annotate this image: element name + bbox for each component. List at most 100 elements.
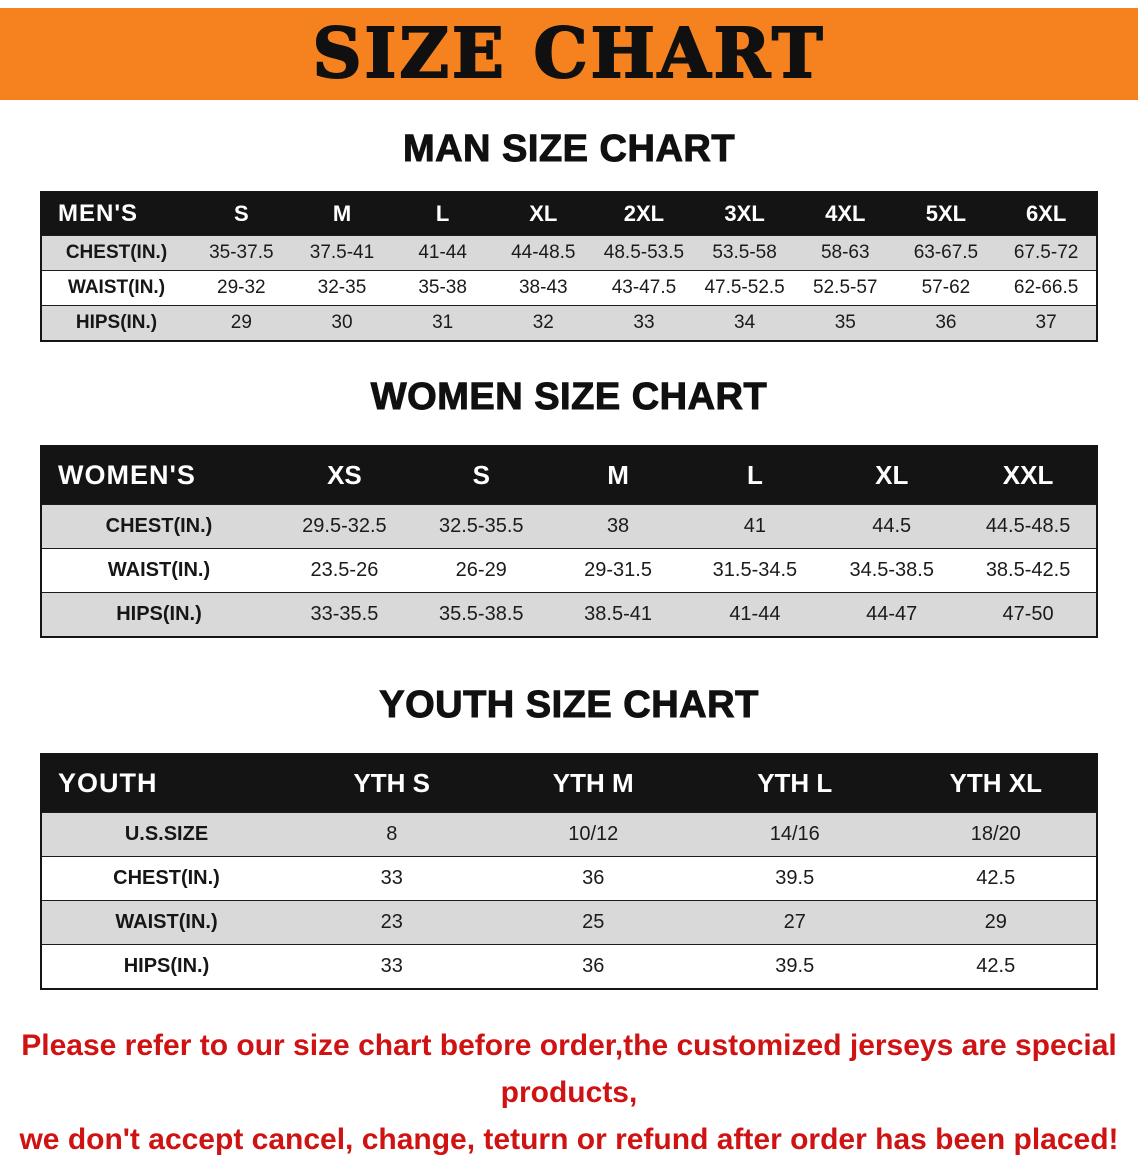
measurement-value: 41 xyxy=(743,515,767,537)
size-chart-banner: SIZE CHART xyxy=(0,8,1138,100)
measurement-value: 34 xyxy=(734,312,756,333)
measurement-row: WAIST(IN.) 23 25 27 29 xyxy=(41,900,1097,945)
measurement-value: 35-37.5 xyxy=(209,242,274,263)
measurement-label: WAIST(IN.) xyxy=(115,911,218,933)
measurement-value: 41-44 xyxy=(418,242,467,263)
measurement-label: HIPS(IN.) xyxy=(123,955,210,977)
measurement-value: 42.5 xyxy=(976,955,1016,977)
size-column-header: YTH M xyxy=(492,754,694,813)
measurement-value: 41-44 xyxy=(729,603,781,625)
size-column-header: 4XL xyxy=(794,192,896,236)
measurement-value: 33 xyxy=(380,955,403,977)
measurement-value: 32.5-35.5 xyxy=(438,515,524,537)
size-column-header: L xyxy=(686,446,824,505)
measurement-label: WAIST(IN.) xyxy=(107,559,211,581)
men-size-table: MEN'S S M L XL 2XL 3XL 4XL 5XL 6XL CHEST(IN.) 35-37… xyxy=(40,191,1098,342)
measurement-value: 37.5-41 xyxy=(309,242,375,263)
measurement-value: 42.5 xyxy=(976,867,1016,889)
measurement-label: U.S.SIZE xyxy=(124,823,209,845)
youth-section-heading: YOUTH SIZE CHART xyxy=(379,684,759,727)
measurement-value: 44.5 xyxy=(872,515,912,537)
measurement-row: HIPS(IN.) 33-35.5 35.5-38.5 38.5-41 41-44 44-… xyxy=(41,592,1097,637)
measurement-value: 25 xyxy=(582,911,605,933)
measurement-value: 23.5-26 xyxy=(310,559,379,581)
measurement-value: 48.5-53.5 xyxy=(603,242,685,263)
size-column-header: YTH S xyxy=(291,754,493,813)
youth-size-table: YOUTH YTH S YTH M YTH L YTH XL U.S.SIZE 8 10/12… xyxy=(40,753,1098,990)
measurement-value: 58-63 xyxy=(820,242,870,263)
measurement-value: 33-35.5 xyxy=(310,603,379,625)
measurement-label: HIPS(IN.) xyxy=(116,603,202,625)
youth-table-wrap: YOUTH YTH S YTH M YTH L YTH XL U.S.SIZE 8 10/12… xyxy=(40,753,1098,990)
size-column-header: 2XL xyxy=(593,192,695,236)
measurement-value: 44.5-48.5 xyxy=(985,515,1071,537)
measurement-value: 35 xyxy=(834,312,856,333)
table-header-row: MEN'S S M L XL 2XL 3XL 4XL 5XL 6XL xyxy=(41,192,1097,236)
measurement-row: U.S.SIZE 8 10/12 14/16 18/20 xyxy=(41,812,1097,857)
measurement-row: CHEST(IN.) 29.5-32.5 32.5-35.5 38 41 44.5 44.5… xyxy=(41,504,1097,549)
measurement-value: 34.5-38.5 xyxy=(849,559,934,581)
size-column-header: XL xyxy=(492,192,594,236)
size-column-header: XL xyxy=(823,446,961,505)
women-size-table: WOMEN'S XS S M L XL XXL CHEST(IN.) 29.5-32.5 32.5… xyxy=(40,445,1098,638)
measurement-value: 27 xyxy=(783,911,806,933)
measurement-value: 29 xyxy=(230,312,252,333)
measurement-value: 63-67.5 xyxy=(913,242,979,263)
measurement-row: HIPS(IN.) 33 36 39.5 42.5 xyxy=(41,944,1097,989)
measurement-value: 43-47.5 xyxy=(611,277,677,298)
measurement-value: 38.5-42.5 xyxy=(985,559,1071,581)
measurement-value: 44-47 xyxy=(866,603,918,625)
measurement-value: 32 xyxy=(532,312,554,333)
measurement-row: HIPS(IN.) 29 30 31 32 33 34 35 36 37 xyxy=(41,305,1097,341)
disclaimer: Please refer to our size chart before or… xyxy=(0,1022,1138,1163)
measurement-value: 33 xyxy=(633,312,655,333)
measurement-value: 31.5-34.5 xyxy=(712,559,798,581)
size-column-header: S xyxy=(412,446,550,505)
measurement-row: WAIST(IN.) 23.5-26 26-29 29-31.5 31.5-34.5 34… xyxy=(41,548,1097,593)
measurement-value: 23 xyxy=(380,911,403,933)
measurement-value: 36 xyxy=(582,955,605,977)
measurement-value: 47.5-52.5 xyxy=(704,277,785,298)
measurement-value: 39.5 xyxy=(775,867,815,889)
measurement-value: 10/12 xyxy=(568,823,619,845)
measurement-value: 39.5 xyxy=(775,955,815,977)
size-column-header: 5XL xyxy=(895,192,997,236)
measurement-value: 8 xyxy=(386,823,398,845)
men-section-heading: MAN SIZE CHART xyxy=(402,128,736,171)
measurement-value: 67.5-72 xyxy=(1013,242,1079,263)
measurement-value: 18/20 xyxy=(970,823,1021,845)
size-column-header: 6XL xyxy=(996,192,1097,236)
measurement-value: 38.5-41 xyxy=(584,603,652,625)
measurement-value: 30 xyxy=(331,312,353,333)
size-column-header: YTH XL xyxy=(895,754,1097,813)
measurement-row: CHEST(IN.) 33 36 39.5 42.5 xyxy=(41,856,1097,901)
women-table-wrap: WOMEN'S XS S M L XL XXL CHEST(IN.) 29.5-32.5 32.5… xyxy=(40,445,1098,638)
measurement-value: 47-50 xyxy=(1002,603,1054,625)
disclaimer-line-2: we don't accept cancel, change, teturn o… xyxy=(19,1123,1119,1156)
table-corner-label: MEN'S xyxy=(41,192,191,236)
size-column-header: L xyxy=(392,192,493,236)
size-column-header: 3XL xyxy=(694,192,795,236)
measurement-value: 29-32 xyxy=(217,277,266,298)
measurement-value: 44-48.5 xyxy=(511,242,576,263)
measurement-value: 36 xyxy=(935,312,957,333)
size-column-header: XS xyxy=(276,446,413,505)
measurement-row: WAIST(IN.) 29-32 32-35 35-38 38-43 43-47.5 47.… xyxy=(41,270,1097,306)
measurement-value: 37 xyxy=(1035,312,1057,333)
banner-title: SIZE CHART xyxy=(311,13,826,95)
measurement-value: 35-38 xyxy=(418,277,467,298)
men-table-wrap: MEN'S S M L XL 2XL 3XL 4XL 5XL 6XL CHEST(IN.) 35-37… xyxy=(40,191,1098,342)
size-column-header: YTH L xyxy=(694,754,896,813)
table-header-row: WOMEN'S XS S M L XL XXL xyxy=(41,446,1097,505)
measurement-value: 52.5-57 xyxy=(813,277,878,298)
measurement-value: 33 xyxy=(380,867,403,889)
size-column-header: S xyxy=(191,192,292,236)
measurement-value: 38-43 xyxy=(518,277,568,298)
disclaimer-line-1: Please refer to our size chart before or… xyxy=(21,1029,1117,1109)
measurement-value: 32-35 xyxy=(317,277,367,298)
measurement-value: 26-29 xyxy=(455,559,507,581)
measurement-value: 14/16 xyxy=(769,823,820,845)
measurement-value: 53.5-58 xyxy=(712,242,777,263)
measurement-value: 31 xyxy=(432,312,454,333)
measurement-value: 57-62 xyxy=(921,277,971,298)
